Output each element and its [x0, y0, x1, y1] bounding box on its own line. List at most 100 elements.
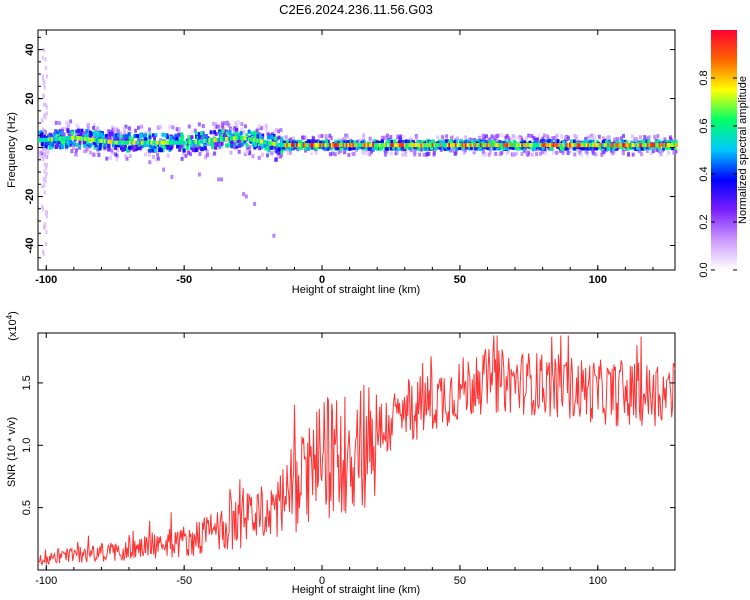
heatmap-cell	[342, 136, 346, 141]
heatmap-cell	[559, 143, 563, 148]
heatmap-cell	[361, 140, 365, 145]
heatmap-cell	[181, 140, 185, 145]
heatmap-cell	[524, 136, 528, 141]
heatmap-cell	[184, 153, 188, 158]
heatmap-cell	[120, 140, 124, 145]
heatmap-cell	[119, 140, 123, 145]
heatmap-cell	[176, 144, 180, 149]
heatmap-cell	[302, 135, 306, 140]
heatmap-cell	[198, 139, 202, 144]
heatmap-cell	[392, 145, 396, 150]
heatmap-cell	[204, 134, 208, 139]
heatmap-cell	[217, 140, 221, 145]
heatmap-cell	[489, 143, 493, 148]
heatmap-cell	[584, 143, 587, 148]
heatmap-cell	[75, 148, 78, 153]
heatmap-cell	[92, 123, 96, 128]
heatmap-cell	[543, 133, 546, 138]
spectrogram-heatmap	[38, 47, 678, 256]
y-tick-label: 1.0	[21, 438, 33, 453]
heatmap-cell	[453, 143, 457, 148]
heatmap-cell	[310, 151, 313, 156]
heatmap-cell	[301, 135, 304, 140]
heatmap-cell	[668, 143, 672, 148]
heatmap-cell	[220, 141, 224, 146]
x-tick-label: -50	[176, 575, 192, 587]
heatmap-cell	[516, 143, 520, 148]
heatmap-cell	[539, 140, 543, 145]
heatmap-cell	[99, 138, 103, 143]
heatmap-cell	[151, 133, 155, 138]
heatmap-cell	[304, 143, 308, 148]
heatmap-cell	[256, 138, 260, 143]
heatmap-cell	[194, 148, 198, 152]
heatmap-cell	[478, 139, 482, 144]
heatmap-cell	[472, 150, 476, 155]
heatmap-cell	[372, 139, 375, 144]
heatmap-cell	[580, 146, 584, 151]
heatmap-cell	[155, 140, 159, 145]
heatmap-cell	[104, 139, 108, 144]
heatmap-cell	[475, 139, 479, 144]
heatmap-cell	[83, 133, 87, 138]
heatmap-cell	[76, 125, 80, 129]
heatmap-cell	[361, 150, 365, 155]
heatmap-cell	[45, 171, 48, 176]
heatmap-cell	[527, 143, 531, 148]
heatmap-cell	[545, 143, 549, 148]
heatmap-cell	[630, 143, 634, 148]
x-tick-label: -100	[35, 575, 57, 587]
heatmap-cell	[41, 184, 44, 189]
heatmap-cell	[498, 140, 502, 145]
heatmap-cell	[445, 134, 449, 139]
heatmap-cell	[619, 136, 623, 141]
heatmap-cell	[96, 126, 100, 131]
heatmap-cell	[218, 125, 222, 130]
heatmap-cell	[447, 140, 451, 145]
heatmap-cell	[527, 133, 531, 138]
heatmap-cell	[85, 144, 89, 149]
heatmap-cell	[230, 144, 234, 149]
heatmap-cell	[39, 138, 43, 143]
heatmap-cell	[537, 143, 541, 148]
heatmap-cell	[87, 122, 91, 127]
heatmap-cell	[626, 146, 630, 151]
heatmap-cell	[481, 152, 485, 157]
heatmap-cell	[259, 139, 263, 144]
heatmap-cell	[90, 137, 94, 142]
heatmap-cell	[526, 152, 530, 157]
heatmap-cell	[74, 135, 78, 140]
heatmap-cell	[668, 145, 672, 150]
heatmap-cell	[485, 134, 488, 139]
heatmap-cell	[124, 124, 128, 129]
heatmap-cell	[670, 146, 674, 151]
heatmap-cell	[557, 143, 561, 148]
heatmap-cell	[329, 146, 333, 151]
heatmap-cell	[147, 140, 151, 145]
heatmap-cell	[439, 140, 443, 145]
heatmap-cell	[572, 139, 576, 144]
heatmap-cell	[429, 146, 433, 151]
heatmap-cell	[589, 143, 592, 148]
heatmap-cell	[440, 145, 444, 150]
heatmap-cell	[647, 139, 651, 144]
heatmap-cell	[228, 131, 232, 136]
heatmap-cell	[151, 145, 155, 150]
heatmap-cell	[117, 140, 121, 145]
heatmap-cell	[191, 147, 195, 152]
heatmap-cell	[380, 143, 384, 148]
y-tick-label: -20	[24, 189, 36, 205]
heatmap-cell	[92, 131, 96, 136]
heatmap-cell	[119, 131, 123, 136]
heatmap-cell	[615, 136, 619, 141]
heatmap-cell	[351, 152, 355, 157]
heatmap-cell	[569, 143, 573, 148]
heatmap-cell	[128, 153, 132, 158]
heatmap-cell	[585, 150, 589, 155]
heatmap-cell	[268, 135, 272, 140]
heatmap-cell	[488, 137, 492, 142]
heatmap-cell	[488, 149, 492, 154]
heatmap-cell	[225, 121, 229, 126]
heatmap-cell	[42, 225, 45, 230]
heatmap-cell	[235, 144, 239, 149]
